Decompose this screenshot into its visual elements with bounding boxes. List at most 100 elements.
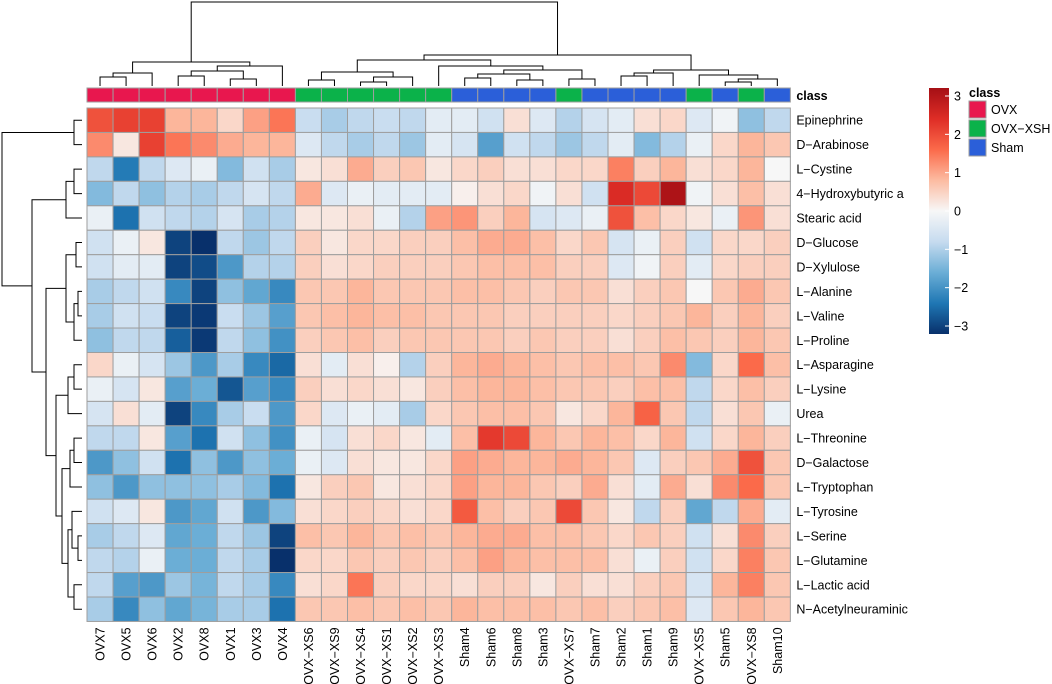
heatmap-cell: [320, 425, 349, 451]
heatmap-cell: [138, 303, 166, 329]
heatmap-cell: [529, 229, 557, 256]
heatmap-cell: [347, 596, 375, 622]
heatmap-cell: [242, 107, 270, 133]
heatmap-cell: [294, 376, 322, 402]
heatmap-cell: [347, 229, 375, 256]
row-dendrogram: [1, 119, 82, 610]
heatmap-cell: [190, 180, 218, 207]
heatmap-cell: [581, 327, 609, 353]
heatmap-cell: [711, 131, 739, 158]
column-label: OVX−XS6: [302, 627, 316, 684]
heatmap-cell: [633, 596, 661, 622]
heatmap-cell: [112, 327, 140, 353]
heatmap-cell: [242, 498, 270, 525]
heatmap-cell: [86, 352, 114, 378]
dendrogram-link: [568, 78, 596, 86]
heatmap-cell: [685, 596, 713, 622]
column-dendrogram: [99, 1, 778, 86]
heatmap-cell: [190, 596, 218, 622]
heatmap-cell: [685, 523, 713, 549]
heatmap-cell: [737, 278, 765, 305]
dendrogram-link: [77, 535, 82, 561]
heatmap-cell: [86, 400, 114, 427]
heatmap-cell: [242, 400, 270, 427]
heatmap-cell: [373, 523, 401, 549]
heatmap-cell: [164, 498, 192, 525]
heatmap-cell: [555, 180, 583, 207]
heatmap-cell: [86, 523, 114, 549]
heatmap-cell: [581, 596, 609, 622]
heatmap-cell: [503, 596, 531, 622]
heatmap-cell: [190, 498, 218, 525]
heatmap-cell: [763, 180, 791, 207]
heatmap-cell: [659, 572, 687, 598]
heatmap-cell: [268, 278, 296, 305]
heatmap-cell: [685, 156, 713, 182]
annotation-cell: [607, 87, 635, 103]
heatmap-cell: [477, 547, 505, 574]
heatmap-cell: [164, 449, 192, 476]
row-label: L−Cystine: [796, 163, 852, 177]
heatmap-cell: [373, 547, 401, 574]
heatmap-cell: [320, 449, 349, 476]
heatmap-cell: [294, 400, 322, 427]
heatmap-cell: [763, 572, 791, 598]
heatmap-cell: [607, 107, 635, 133]
annotation-cell: [737, 87, 765, 103]
heatmap-cell: [763, 596, 791, 622]
heatmap-cell: [112, 425, 140, 451]
column-label: OVX3: [250, 627, 264, 660]
heatmap-cell: [451, 425, 479, 451]
heatmap-cell: [737, 107, 765, 133]
heatmap-cell: [451, 596, 479, 622]
heatmap-cell: [581, 523, 609, 549]
annotation-cell: [633, 87, 661, 103]
heatmap-cell: [216, 596, 244, 622]
heatmap-cell: [763, 352, 791, 378]
heatmap-cell: [112, 572, 140, 598]
heatmap-cell: [711, 107, 739, 133]
column-label: OVX−XS2: [406, 627, 420, 684]
heatmap-cell: [138, 523, 166, 549]
heatmap-cell: [529, 547, 557, 574]
row-label: D−Glucose: [796, 236, 858, 250]
class-legend: class OVX OVX−XSH Sham: [968, 86, 1050, 157]
heatmap-cell: [86, 156, 114, 182]
heatmap-cell: [190, 254, 218, 280]
heatmap-cell: [581, 449, 609, 476]
heatmap-cell: [477, 596, 505, 622]
heatmap-cell: [633, 547, 661, 574]
heatmap-cell: [503, 303, 531, 329]
heatmap-cell: [399, 254, 427, 280]
heatmap-cell: [503, 449, 531, 476]
heatmap-cell: [451, 352, 479, 378]
heatmap-cell: [555, 523, 583, 549]
heatmap-cell: [737, 400, 765, 427]
heatmap-cell: [503, 474, 531, 500]
heatmap-cell: [607, 327, 635, 353]
dendrogram-link: [620, 75, 648, 86]
heatmap-cell: [216, 107, 244, 133]
heatmap-cell: [477, 156, 505, 182]
heatmap-cell: [138, 425, 166, 451]
heatmap-cell: [529, 572, 557, 598]
heatmap-cell: [503, 425, 531, 451]
heatmap-cell: [347, 156, 375, 182]
heatmap-cell: [112, 254, 140, 280]
heatmap-cell: [425, 376, 453, 402]
heatmap-cell: [242, 205, 270, 231]
heatmap-cell: [685, 449, 713, 476]
heatmap-cell: [294, 425, 322, 451]
annotation-cell: [138, 87, 166, 103]
heatmap-cell: [737, 596, 765, 622]
heatmap-cell: [737, 254, 765, 280]
heatmap-cell: [633, 107, 661, 133]
annotation-cell: [294, 87, 322, 103]
heatmap-cell: [451, 572, 479, 598]
heatmap-cell: [399, 180, 427, 207]
heatmap-cell: [373, 303, 401, 329]
heatmap-cell: [503, 131, 531, 158]
heatmap-cell: [529, 180, 557, 207]
column-label: OVX−XS7: [562, 627, 576, 684]
